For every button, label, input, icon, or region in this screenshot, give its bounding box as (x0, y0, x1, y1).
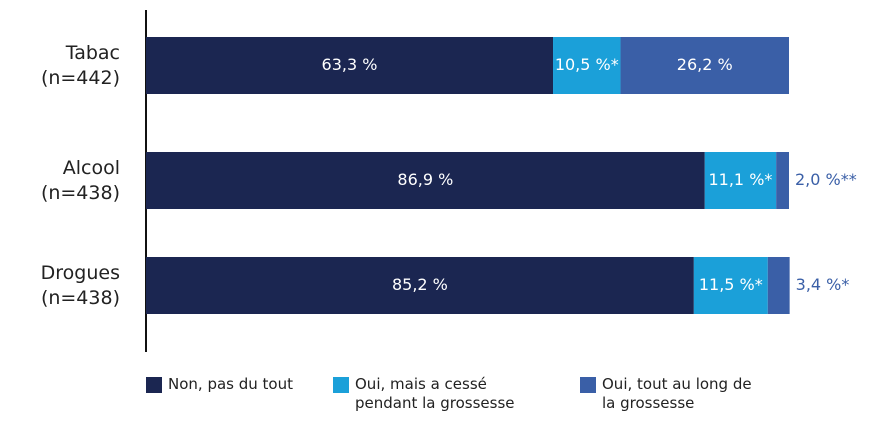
legend-label: Oui, mais a cessé pendant la grossesse (355, 375, 515, 412)
value-label: 85,2 % (392, 275, 448, 294)
legend-swatch (333, 377, 349, 393)
legend-label: Oui, tout au long de la grossesse (602, 375, 752, 412)
legend-swatch (580, 377, 596, 393)
category-label: Alcool (n=438) (40, 156, 120, 204)
bar-segment (553, 37, 621, 94)
bar-segment (767, 257, 790, 314)
legend-label: Non, pas du tout (168, 375, 293, 393)
bar-segment (620, 37, 789, 94)
category-label: Drogues (n=438) (40, 261, 120, 309)
bar-segment (146, 257, 694, 314)
value-label: 2,0 %** (795, 170, 857, 189)
legend-swatch (146, 377, 162, 393)
value-label: 11,5 %* (699, 275, 763, 294)
value-label: 11,1 %* (708, 170, 772, 189)
bar-segment (704, 152, 777, 209)
bar-segment (693, 257, 768, 314)
value-label: 10,5 %* (555, 55, 619, 74)
value-label: 63,3 % (322, 55, 378, 74)
bar-segment (146, 152, 705, 209)
value-label: 26,2 % (677, 55, 733, 74)
bar-segment (146, 37, 554, 94)
category-label: Tabac (n=442) (40, 41, 120, 89)
value-label: 86,9 % (397, 170, 453, 189)
bar-segment (776, 152, 789, 209)
value-label: 3,4 %* (796, 275, 850, 294)
